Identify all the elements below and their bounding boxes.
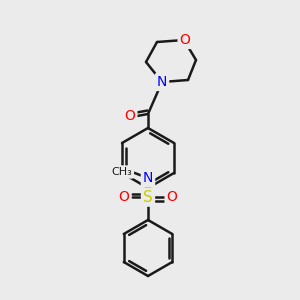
Text: CH₃: CH₃ (112, 167, 132, 177)
Text: O: O (118, 190, 129, 204)
Text: N: N (143, 171, 153, 185)
Text: O: O (180, 33, 190, 47)
Text: S: S (143, 190, 153, 205)
Text: O: O (167, 190, 177, 204)
Text: N: N (157, 75, 167, 89)
Text: O: O (124, 109, 135, 123)
